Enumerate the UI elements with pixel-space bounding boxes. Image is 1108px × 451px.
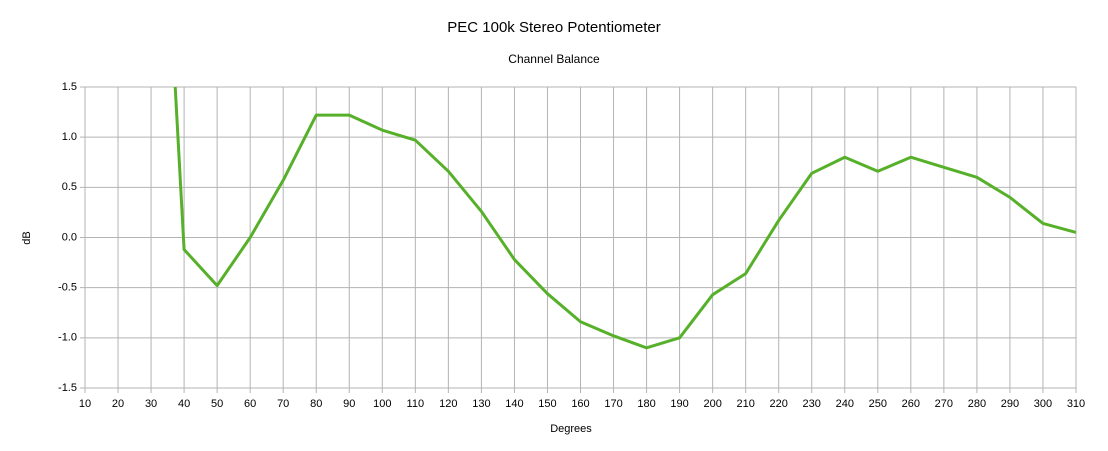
plot-area [173,87,1076,350]
x-tick-label: 130 [472,398,490,410]
x-tick-label: 270 [935,398,953,410]
x-tick-label: 180 [637,398,655,410]
x-tick-label: 110 [407,398,425,410]
x-tick-label: 200 [703,398,721,410]
y-tick-label: 1.0 [62,131,77,143]
x-tick-label: 50 [211,398,223,410]
x-tick-label: 80 [310,398,322,410]
x-tick-label: 190 [670,398,688,410]
x-tick-label: 300 [1034,398,1052,410]
y-axis-label: dB [21,231,33,244]
x-tick-label: 250 [869,398,887,410]
x-tick-label: 100 [373,398,391,410]
x-tick-label: 210 [736,398,754,410]
x-tick-label: 70 [277,398,289,410]
x-tick-label: 290 [1001,398,1019,410]
x-tick-label: 220 [770,398,788,410]
x-tick-label: 40 [178,398,190,410]
y-tick-label: -0.5 [58,282,77,294]
x-tick-label: 60 [244,398,256,410]
x-tick-label: 140 [505,398,523,410]
x-tick-label: 280 [968,398,986,410]
x-tick-label: 160 [571,398,589,410]
x-tick-label: 10 [79,398,91,410]
data-line [173,87,1076,350]
chart-subtitle: Channel Balance [508,52,600,66]
x-axis-label: Degrees [550,423,592,435]
x-tick-label: 90 [343,398,355,410]
x-tick-label: 240 [836,398,854,410]
x-tick-label: 230 [803,398,821,410]
x-tick-label: 120 [439,398,457,410]
x-tick-label: 30 [145,398,157,410]
x-tick-label: 150 [538,398,556,410]
x-tick-label: 20 [112,398,124,410]
y-tick-label: 0.0 [62,231,77,243]
y-tick-label: 0.5 [62,181,77,193]
chart-title: PEC 100k Stereo Potentiometer [447,19,660,36]
y-tick-label: -1.5 [58,382,77,394]
y-tick-label: 1.5 [62,81,77,93]
x-tick-label: 260 [902,398,920,410]
x-tick-label: 170 [604,398,622,410]
x-tick-label: 310 [1067,398,1085,410]
y-tick-label: -1.0 [58,332,77,344]
